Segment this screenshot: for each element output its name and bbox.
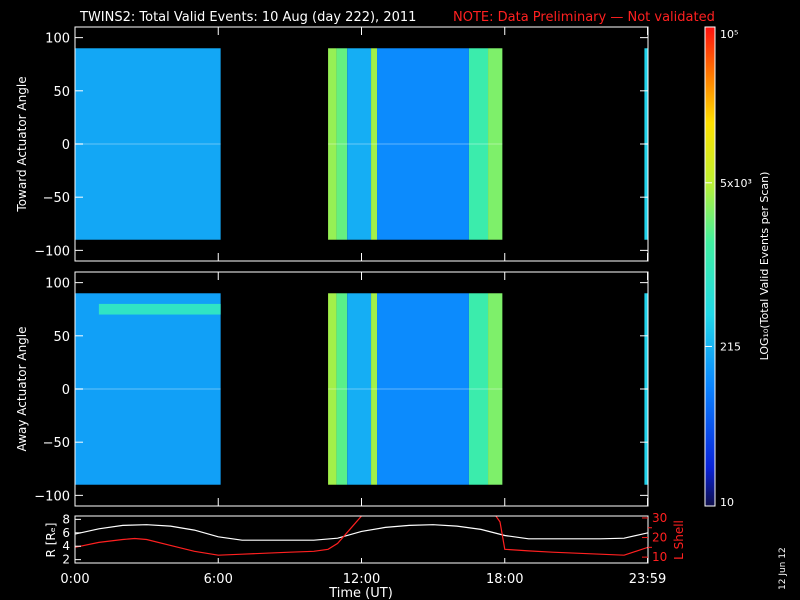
time-axis-label: Time (UT) — [328, 586, 393, 600]
away-y-ticks: 100 50 0 −50 −100 — [34, 277, 648, 504]
x-tick-label: 18:00 — [486, 572, 523, 587]
away-ylabel: Away Actuator Angle — [15, 326, 29, 451]
radius-axis-label: R [Rₑ] — [44, 523, 58, 558]
date-stamp: 12 Jun 12 — [778, 547, 788, 590]
heatmap-column-3 — [347, 48, 372, 240]
toward-actuator-heatmap — [75, 48, 648, 240]
colorbar-tick-label: 10⁵ — [720, 28, 738, 41]
heatmap-column-5 — [377, 293, 469, 485]
orbit-lines — [75, 516, 648, 556]
x-tick-label: 0:00 — [60, 572, 89, 587]
l-shell-tick-label: 30 — [652, 511, 667, 525]
x-tick-label: 23:59 — [629, 572, 666, 587]
colorbar-ticks: 10⁵ 5x10³ 215 10 — [705, 26, 752, 509]
y-tick-label: 100 — [45, 277, 70, 292]
y-tick-label: 100 — [45, 32, 70, 47]
toward-ylabel: Toward Actuator Angle — [15, 76, 29, 212]
heatmap-column-1 — [328, 293, 337, 485]
colorbar — [704, 26, 716, 507]
heatmap-column-6 — [468, 48, 489, 240]
orbit-panel-frame — [74, 515, 649, 564]
x-tick-label: 12:00 — [343, 572, 380, 587]
heatmap-column-0 — [75, 48, 221, 240]
colorbar-label: LOG₁₀(Total Valid Events per Scan) — [758, 172, 771, 361]
radius-line — [75, 524, 648, 541]
l-shell-tick-label: 20 — [652, 531, 667, 545]
orbit-right-ticks: 30 20 10 — [642, 511, 667, 564]
y-tick-label: 50 — [53, 330, 70, 345]
zero-angle-line-0 — [75, 143, 221, 145]
radius-tick-label: 6 — [62, 526, 70, 540]
l-shell-line — [75, 516, 648, 556]
heatmap-column-4 — [371, 48, 378, 240]
time-x-ticks: 0:00 6:00 12:00 18:00 23:59 — [60, 27, 666, 587]
heatmap-column-4 — [371, 293, 378, 485]
y-tick-label: 50 — [53, 85, 70, 100]
y-tick-label: −50 — [43, 436, 70, 451]
heatmap-column-3 — [347, 293, 372, 485]
preliminary-note: NOTE: Data Preliminary — Not validated — [453, 10, 715, 25]
toward-y-ticks: 100 50 0 −50 −100 — [34, 32, 648, 259]
heatmap-column-5 — [377, 48, 469, 240]
away-actuator-heatmap — [75, 293, 648, 485]
heatmap-column-1 — [328, 48, 337, 240]
heatmap-column-2 — [336, 48, 348, 240]
y-tick-label: −50 — [43, 191, 70, 206]
radius-tick-label: 2 — [62, 553, 70, 567]
zero-angle-line-1 — [328, 143, 503, 145]
x-tick-label: 6:00 — [204, 572, 233, 587]
radius-tick-label: 4 — [62, 539, 70, 553]
zero-angle-line-1 — [328, 388, 503, 390]
heatmap-band-feature — [98, 303, 221, 315]
y-tick-label: 0 — [62, 383, 70, 398]
y-tick-label: −100 — [34, 489, 70, 504]
heatmap-column-2 — [336, 293, 348, 485]
heatmap-column-7 — [488, 48, 503, 240]
figure-title: TWINS2: Total Valid Events: 10 Aug (day … — [79, 10, 416, 25]
y-tick-label: −100 — [34, 244, 70, 259]
colorbar-tick-label: 10 — [720, 496, 734, 509]
colorbar-tick-label: 5x10³ — [720, 177, 752, 190]
heatmap-column-7 — [488, 293, 503, 485]
heatmap-column-0 — [75, 293, 221, 485]
heatmap-column-6 — [468, 293, 489, 485]
colorbar-tick-label: 215 — [720, 340, 741, 353]
y-tick-label: 0 — [62, 138, 70, 153]
l-shell-axis-label: L Shell — [672, 520, 686, 560]
zero-angle-line-0 — [75, 388, 221, 390]
radius-tick-label: 8 — [62, 512, 70, 526]
l-shell-tick-label: 10 — [652, 550, 667, 564]
